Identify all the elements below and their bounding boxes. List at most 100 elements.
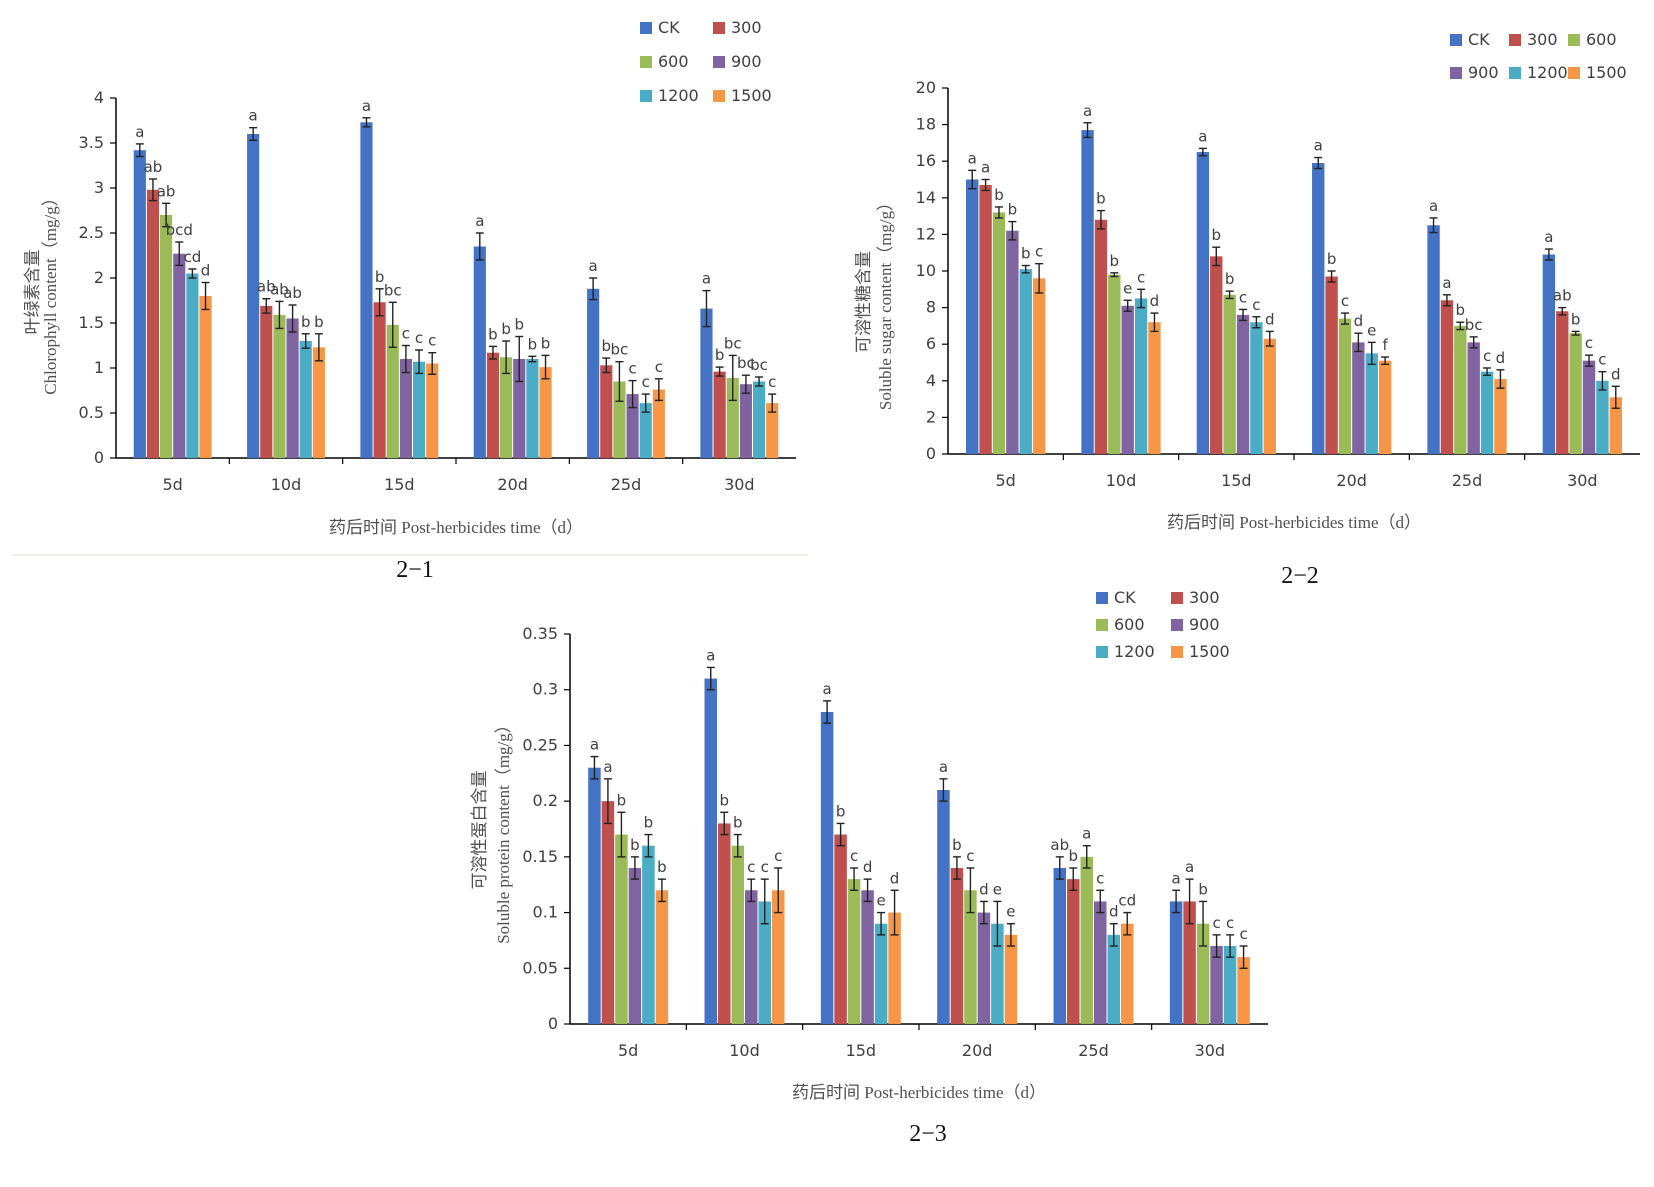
significance-letter: b bbox=[1198, 880, 1208, 898]
legend-swatch bbox=[1171, 619, 1183, 631]
x-tick-label: 30d bbox=[1567, 471, 1598, 490]
bar bbox=[1094, 219, 1108, 454]
bar bbox=[1006, 230, 1019, 454]
significance-letter: a bbox=[590, 736, 599, 754]
bar bbox=[1196, 152, 1210, 455]
bar bbox=[991, 923, 1004, 1024]
legend-label: 1500 bbox=[1586, 63, 1627, 82]
significance-letter: a bbox=[1185, 858, 1194, 876]
significance-letter: c bbox=[415, 329, 423, 347]
bar bbox=[173, 253, 186, 458]
y-tick-label: 0.1 bbox=[533, 903, 558, 922]
x-tick-label: 15d bbox=[1221, 471, 1252, 490]
significance-letter: c bbox=[966, 847, 974, 865]
legend-label: 300 bbox=[1527, 30, 1558, 49]
bar bbox=[1134, 298, 1148, 454]
significance-letter: b bbox=[375, 268, 385, 286]
legend-label: CK bbox=[1114, 588, 1136, 607]
y-tick-label: 0.15 bbox=[522, 847, 558, 866]
significance-letter: b bbox=[301, 313, 311, 331]
legend-swatch bbox=[1450, 34, 1462, 46]
legend-label: 600 bbox=[1586, 30, 1617, 49]
significance-letter: b bbox=[528, 335, 538, 353]
bar bbox=[847, 879, 861, 1024]
significance-letter: bc bbox=[384, 281, 402, 299]
panel-caption: 2−1 bbox=[396, 557, 434, 583]
x-tick-label: 25d bbox=[1078, 1041, 1109, 1060]
bar bbox=[992, 212, 1006, 454]
bar bbox=[1250, 322, 1263, 454]
bar bbox=[473, 246, 486, 458]
bar bbox=[500, 357, 513, 458]
significance-letter: c bbox=[1239, 288, 1247, 306]
significance-letter: a bbox=[702, 270, 711, 288]
bar bbox=[360, 122, 373, 459]
legend-swatch bbox=[1096, 646, 1108, 658]
legend-swatch bbox=[713, 56, 725, 68]
y-axis-title-en: Chlorophyll content（mg/g） bbox=[41, 189, 60, 394]
bar bbox=[766, 403, 779, 458]
bar bbox=[399, 359, 412, 458]
y-tick-label: 0 bbox=[94, 448, 104, 467]
y-tick-label: 12 bbox=[916, 224, 936, 243]
legend-label: 900 bbox=[731, 52, 762, 71]
legend-label: 900 bbox=[1189, 615, 1220, 634]
significance-letter: a bbox=[1082, 825, 1091, 843]
significance-letter: b bbox=[657, 858, 667, 876]
significance-letter: ab bbox=[157, 182, 176, 200]
x-axis-title: 药后时间 Post-herbicides time（d） bbox=[329, 518, 583, 537]
legend-swatch bbox=[1509, 67, 1521, 79]
bar bbox=[1108, 274, 1121, 454]
bar bbox=[758, 901, 771, 1024]
legend-label: 900 bbox=[1468, 63, 1499, 82]
legend-swatch bbox=[1096, 619, 1108, 631]
bar bbox=[587, 288, 600, 458]
significance-letter: c bbox=[1341, 292, 1349, 310]
significance-letter: c bbox=[1598, 351, 1606, 369]
significance-letter: bc bbox=[611, 341, 629, 359]
significance-letter: f bbox=[1382, 336, 1388, 354]
bar bbox=[539, 367, 552, 458]
significance-letter: bc bbox=[1465, 316, 1483, 334]
significance-letter: ab bbox=[1553, 287, 1572, 305]
bar bbox=[639, 403, 652, 458]
y-tick-label: 0.3 bbox=[533, 680, 558, 699]
bar bbox=[1480, 371, 1494, 454]
bar bbox=[615, 834, 628, 1024]
significance-letter: c bbox=[1483, 347, 1491, 365]
significance-letter: b bbox=[1096, 190, 1106, 208]
significance-letter: c bbox=[1212, 914, 1220, 932]
significance-letter: a bbox=[603, 758, 612, 776]
soluble-protein-chart: 00.050.10.150.20.250.30.355daabbbb10dabb… bbox=[470, 588, 1268, 1147]
significance-letter: a bbox=[1171, 869, 1180, 887]
bar bbox=[1107, 934, 1120, 1024]
bar bbox=[739, 384, 752, 458]
x-tick-label: 20d bbox=[1336, 471, 1367, 490]
significance-letter: c bbox=[1035, 243, 1043, 261]
significance-letter: b bbox=[719, 791, 729, 809]
bar bbox=[1494, 378, 1507, 454]
y-tick-label: 18 bbox=[916, 115, 936, 134]
significance-letter: b bbox=[602, 337, 612, 355]
legend-swatch bbox=[1509, 34, 1521, 46]
bar bbox=[655, 890, 669, 1024]
significance-letter: ab bbox=[257, 278, 276, 296]
legend-label: 1500 bbox=[1189, 642, 1230, 661]
bar bbox=[1467, 342, 1480, 454]
significance-letter: c bbox=[768, 373, 776, 391]
bar bbox=[386, 324, 399, 458]
significance-letter: b bbox=[733, 814, 743, 832]
x-tick-label: 20d bbox=[497, 475, 528, 494]
x-axis-title: 药后时间 Post-herbicides time（d） bbox=[1167, 513, 1421, 532]
bar bbox=[1609, 397, 1622, 454]
y-tick-label: 1 bbox=[94, 358, 104, 377]
bar bbox=[1169, 901, 1183, 1024]
bar bbox=[247, 134, 260, 458]
y-tick-label: 6 bbox=[926, 334, 936, 353]
bar bbox=[526, 359, 539, 458]
y-tick-label: 4 bbox=[94, 88, 104, 107]
y-tick-label: 0.35 bbox=[522, 624, 558, 643]
bar bbox=[1569, 333, 1582, 454]
y-tick-label: 20 bbox=[916, 78, 936, 97]
